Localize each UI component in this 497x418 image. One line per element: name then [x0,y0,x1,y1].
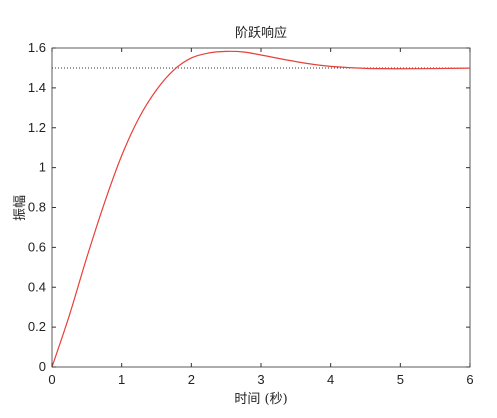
x-tick-label: 2 [188,372,195,387]
x-tick-label: 6 [466,372,473,387]
plot-frame [51,47,471,368]
x-axis-ticks: 0 1 2 3 4 5 6 [48,48,474,387]
y-tick-label: 0 [39,359,46,374]
y-axis-label: 振幅 [13,195,28,221]
watermark: 知乎 @昕章 [409,392,478,408]
series-line [51,50,471,368]
x-tick-label: 4 [327,372,334,387]
plot-area [51,47,471,368]
x-tick-label: 5 [397,372,404,387]
y-tick-label: 1.4 [28,80,46,95]
x-axis-label: 时间 (秒) [234,392,287,407]
x-tick-label: 3 [257,372,264,387]
y-tick-label: 0.2 [28,319,46,334]
y-tick-label: 1 [39,160,46,175]
x-tick-label: 1 [118,372,125,387]
y-tick-label: 0.4 [28,279,46,294]
chart-title: 阶跃响应 [235,25,287,41]
y-tick-label: 1.6 [28,40,46,55]
y-tick-label: 1.2 [28,120,46,135]
x-tick-label: 0 [48,372,55,387]
y-tick-label: 0.8 [28,200,46,215]
y-axis-ticks: 0 0.2 0.4 0.6 0.8 1 1.2 1.4 1.6 [28,40,470,374]
y-tick-label: 0.6 [28,239,46,254]
